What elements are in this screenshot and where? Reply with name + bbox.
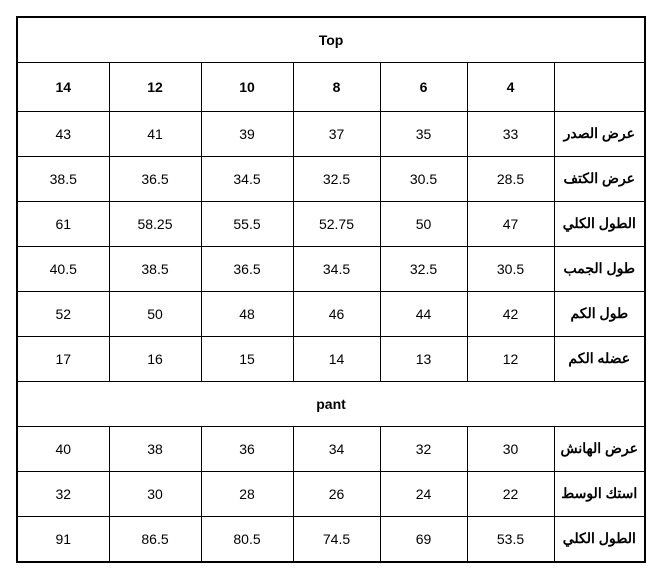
row-label: طول الكم	[554, 292, 645, 337]
value-cell: 22	[467, 472, 554, 517]
value-cell: 39	[201, 112, 293, 157]
value-cell: 50	[109, 292, 201, 337]
value-cell: 52.75	[293, 202, 380, 247]
size-header-cell	[554, 63, 645, 112]
value-cell: 48	[201, 292, 293, 337]
row-label: عضله الكم	[554, 337, 645, 382]
value-cell: 55.5	[201, 202, 293, 247]
value-cell: 30.5	[467, 247, 554, 292]
value-cell: 61	[17, 202, 109, 247]
size-header-cell: 10	[201, 63, 293, 112]
value-cell: 80.5	[201, 517, 293, 563]
section-header-row: Top	[17, 17, 645, 63]
size-header-row: 141210864	[17, 63, 645, 112]
value-cell: 38	[109, 427, 201, 472]
size-header-cell: 12	[109, 63, 201, 112]
value-cell: 34.5	[293, 247, 380, 292]
value-cell: 17	[17, 337, 109, 382]
table-row: 38.536.534.532.530.528.5عرض الكتف	[17, 157, 645, 202]
value-cell: 42	[467, 292, 554, 337]
value-cell: 47	[467, 202, 554, 247]
value-cell: 41	[109, 112, 201, 157]
value-cell: 12	[467, 337, 554, 382]
value-cell: 46	[293, 292, 380, 337]
value-cell: 14	[293, 337, 380, 382]
value-cell: 34	[293, 427, 380, 472]
value-cell: 32	[380, 427, 467, 472]
value-cell: 32.5	[380, 247, 467, 292]
size-header-cell: 6	[380, 63, 467, 112]
value-cell: 74.5	[293, 517, 380, 563]
value-cell: 86.5	[109, 517, 201, 563]
section-header-row: pant	[17, 382, 645, 427]
value-cell: 26	[293, 472, 380, 517]
value-cell: 44	[380, 292, 467, 337]
value-cell: 38.5	[17, 157, 109, 202]
value-cell: 52	[17, 292, 109, 337]
value-cell: 36.5	[109, 157, 201, 202]
value-cell: 91	[17, 517, 109, 563]
table-row: 9186.580.574.56953.5الطول الكلي	[17, 517, 645, 563]
value-cell: 32.5	[293, 157, 380, 202]
value-cell: 24	[380, 472, 467, 517]
table-body: Top141210864434139373533عرض الصدر38.536.…	[17, 17, 645, 562]
value-cell: 30	[109, 472, 201, 517]
row-label: الطول الكلي	[554, 202, 645, 247]
value-cell: 28.5	[467, 157, 554, 202]
value-cell: 40.5	[17, 247, 109, 292]
row-label: الطول الكلي	[554, 517, 645, 563]
table-row: 323028262422استك الوسط	[17, 472, 645, 517]
value-cell: 53.5	[467, 517, 554, 563]
value-cell: 32	[17, 472, 109, 517]
row-label: عرض الصدر	[554, 112, 645, 157]
section-title: pant	[17, 382, 645, 427]
value-cell: 43	[17, 112, 109, 157]
value-cell: 33	[467, 112, 554, 157]
value-cell: 34.5	[201, 157, 293, 202]
table-row: 403836343230عرض الهانش	[17, 427, 645, 472]
value-cell: 16	[109, 337, 201, 382]
row-label: استك الوسط	[554, 472, 645, 517]
row-label: عرض الكتف	[554, 157, 645, 202]
value-cell: 58.25	[109, 202, 201, 247]
section-title: Top	[17, 17, 645, 63]
sizing-table: Top141210864434139373533عرض الصدر38.536.…	[16, 16, 646, 563]
row-label: عرض الهانش	[554, 427, 645, 472]
value-cell: 69	[380, 517, 467, 563]
size-header-cell: 8	[293, 63, 380, 112]
table-row: 434139373533عرض الصدر	[17, 112, 645, 157]
value-cell: 30	[467, 427, 554, 472]
value-cell: 38.5	[109, 247, 201, 292]
size-header-cell: 4	[467, 63, 554, 112]
value-cell: 50	[380, 202, 467, 247]
value-cell: 28	[201, 472, 293, 517]
table-row: 6158.2555.552.755047الطول الكلي	[17, 202, 645, 247]
value-cell: 35	[380, 112, 467, 157]
value-cell: 37	[293, 112, 380, 157]
value-cell: 13	[380, 337, 467, 382]
value-cell: 36.5	[201, 247, 293, 292]
table-row: 171615141312عضله الكم	[17, 337, 645, 382]
value-cell: 30.5	[380, 157, 467, 202]
value-cell: 36	[201, 427, 293, 472]
size-header-cell: 14	[17, 63, 109, 112]
row-label: طول الجمب	[554, 247, 645, 292]
value-cell: 15	[201, 337, 293, 382]
value-cell: 40	[17, 427, 109, 472]
table-row: 525048464442طول الكم	[17, 292, 645, 337]
table-row: 40.538.536.534.532.530.5طول الجمب	[17, 247, 645, 292]
